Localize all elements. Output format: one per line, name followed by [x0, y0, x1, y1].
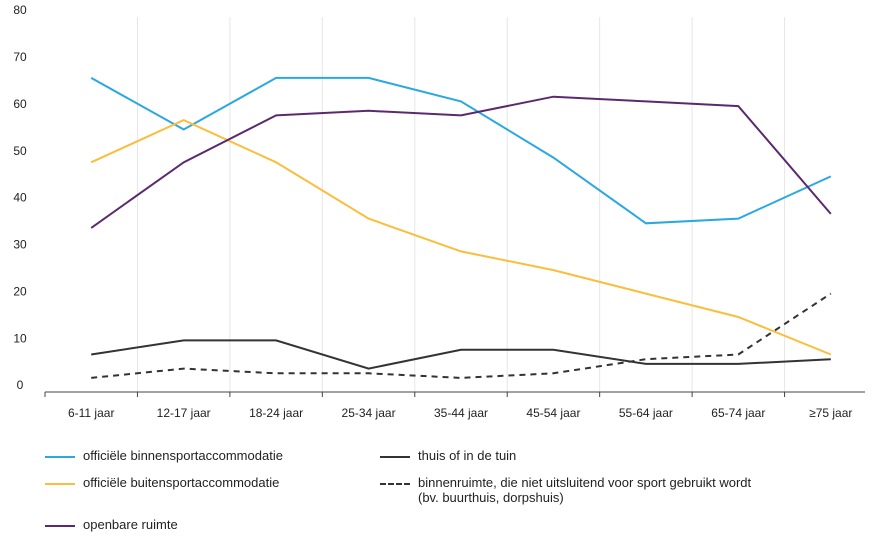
x-tick-label: 45-54 jaar — [526, 406, 580, 420]
legend-item: officiële buitensportaccommodatie — [45, 475, 380, 505]
y-tick-label: 70 — [13, 50, 27, 64]
legend: officiële binnensportaccommodatie thuis o… — [45, 448, 825, 532]
chart: 0 10 20 30 40 50 60 70 80 6-11 jaar 12-17 jaar 18-2… — [13, 3, 865, 420]
y-tick-label: 0 — [17, 378, 24, 392]
x-tick-label: 35-44 jaar — [434, 406, 488, 420]
line — [90, 95, 832, 229]
y-tick-label: 10 — [13, 331, 27, 345]
y-tick-label: 30 — [13, 238, 27, 252]
line — [91, 292, 832, 379]
x-tick-label: 25-34 jaar — [342, 406, 396, 420]
x-tick-label: ≥75 jaar — [809, 406, 852, 420]
x-tick-label: 65-74 jaar — [711, 406, 765, 420]
legend-item: binnenruimte, die niet uitsluitend voor … — [380, 475, 800, 505]
y-tick-label: 60 — [13, 97, 27, 111]
legend-label: officiële buitensportaccommodatie — [83, 475, 280, 490]
legend-swatch — [45, 525, 75, 527]
line — [90, 119, 832, 356]
x-tick-label: 18-24 jaar — [249, 406, 303, 420]
legend-label: openbare ruimte — [83, 517, 178, 532]
legend-swatch — [45, 483, 75, 485]
legend-item: officiële binnensportaccommodatie — [45, 448, 380, 463]
y-tick-label: 40 — [13, 191, 27, 205]
y-tick-label: 80 — [13, 3, 27, 17]
legend-label: officiële binnensportaccommodatie — [83, 448, 283, 463]
line — [90, 76, 832, 225]
legend-label: binnenruimte, die niet uitsluitend voor … — [418, 475, 752, 505]
legend-swatch — [380, 483, 410, 485]
legend-label: thuis of in de tuin — [418, 448, 517, 463]
x-tick-label: 12-17 jaar — [157, 406, 211, 420]
legend-swatch — [380, 456, 410, 458]
y-tick-label: 20 — [13, 284, 27, 298]
legend-item: openbare ruimte — [45, 517, 380, 532]
legend-item: thuis of in de tuin — [380, 448, 800, 463]
x-tick-label: 55-64 jaar — [619, 406, 673, 420]
y-tick-label: 50 — [13, 144, 27, 158]
x-tick-label: 6-11 jaar — [68, 406, 114, 420]
legend-swatch — [45, 456, 75, 458]
line — [91, 339, 831, 370]
